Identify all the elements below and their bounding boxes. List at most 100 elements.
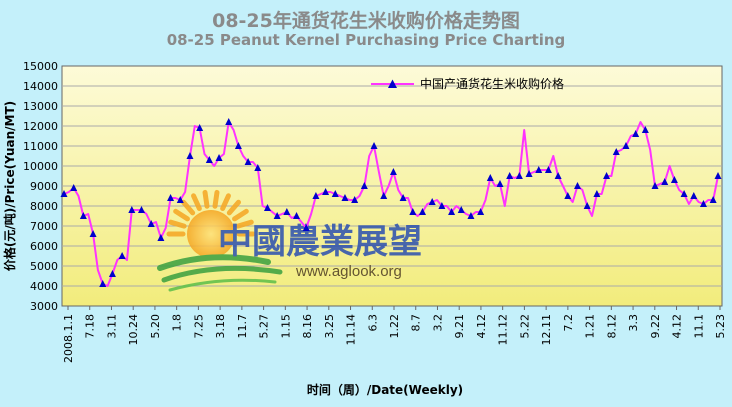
x-tick-label: 5.22 [518,314,531,339]
data-point [108,270,116,277]
sun-ray [180,199,196,216]
sun-ray [212,189,220,209]
data-point [467,212,475,219]
data-point [535,166,543,173]
data-point [70,184,78,191]
data-point [670,176,678,183]
x-tick-label: 11.1 [692,314,705,339]
data-point [89,230,97,237]
data-point [438,202,446,209]
x-tick-label: 1.8 [171,314,184,332]
y-tick-label: 7000 [30,220,58,233]
y-tick-label: 3000 [30,300,58,313]
data-point [167,194,175,201]
data-point [612,148,620,155]
data-point [496,180,504,187]
x-tick-label: 1.22 [388,314,401,339]
watermark-url: www.aglook.org [295,263,402,280]
data-point [457,206,465,213]
x-tick-label: 8.7 [410,314,423,332]
chart-title-en: 08-25 Peanut Kernel Purchasing Price Cha… [166,31,566,49]
data-point [574,182,582,189]
x-axis-ticks: 2008.1.1 7.18 3.11 10.24 5.20 1.8 7.25 3.18 11.7… [62,306,727,363]
data-point [273,212,281,219]
data-point [690,192,698,199]
y-tick-label: 9000 [30,180,58,193]
data-point [525,170,533,177]
sun-ray [191,193,202,212]
y-axis-label: 价格(元/吨)/Price(Yuan/MT) [2,101,17,271]
data-point [60,190,68,197]
x-tick-label: 11.14 [345,314,358,346]
y-tick-label: 6000 [30,240,58,253]
data-point [622,142,630,149]
data-point [215,154,223,161]
data-point [293,212,301,219]
x-tick-label: 7.2 [562,314,575,332]
data-point [641,126,649,133]
x-tick-label: 3.18 [214,314,227,339]
data-point [583,202,591,209]
data-point [263,204,271,211]
aglook-watermark: 中國農業展望 www.aglook.org [157,189,422,292]
data-point [128,206,136,213]
x-tick-label: 3.2 [431,314,444,332]
y-tick-label: 11000 [23,140,58,153]
sun-ray [168,219,187,229]
x-tick-label: 9.22 [649,314,662,339]
data-point [244,158,252,165]
data-point [341,194,349,201]
y-tick-label: 15000 [23,60,58,73]
data-point [389,168,397,175]
x-tick-label: 1.15 [279,314,292,339]
sun-ray [173,208,190,222]
data-point [661,178,669,185]
x-tick-label: 8.12 [605,314,618,339]
data-point [486,174,494,181]
data-point [651,182,659,189]
x-tick-label: 1.21 [584,314,597,339]
data-point [351,196,359,203]
data-point [234,142,242,149]
series-line [63,121,719,287]
data-point [714,172,722,179]
data-point [409,208,417,215]
data-point [380,192,388,199]
x-axis-label: 时间（周）/Date(Weekly) [307,382,463,397]
x-tick-label: 12.11 [540,314,553,346]
data-point [138,206,146,213]
data-point [118,252,126,259]
data-point [428,198,436,205]
data-point [554,172,562,179]
x-tick-label: 11.12 [497,314,510,346]
data-point [176,196,184,203]
y-tick-label: 10000 [23,160,58,173]
data-point [283,208,291,215]
x-tick-label: 8.16 [301,314,314,339]
data-point [157,234,165,241]
y-tick-label: 4000 [30,280,58,293]
legend: 中国产通货花生米收购价格 [371,76,564,91]
y-tick-label: 14000 [23,80,58,93]
x-tick-label: 10.24 [127,314,140,346]
watermark-name: 中國農業展望 [218,222,422,262]
data-point [99,280,107,287]
series-layer [60,118,722,287]
y-tick-label: 8000 [30,200,58,213]
data-point [331,190,339,197]
y-tick-label: 13000 [23,100,58,113]
data-point [544,166,552,173]
chart-title-cn: 08-25年通货花生米收购价格走势图 [212,10,520,32]
y-tick-label: 5000 [30,260,58,273]
legend-marker-swatch [388,79,397,88]
y-axis-ticks: 3000 4000 5000 6000 7000 8000 9000 10000 11000 12… [23,60,58,313]
data-point [699,200,707,207]
data-point [506,172,514,179]
x-tick-label: 4.12 [671,314,684,339]
x-tick-label: 4.12 [475,314,488,339]
x-tick-label: 9.21 [453,314,466,339]
data-point [418,208,426,215]
sun-ray [235,219,254,229]
data-point [312,192,320,199]
